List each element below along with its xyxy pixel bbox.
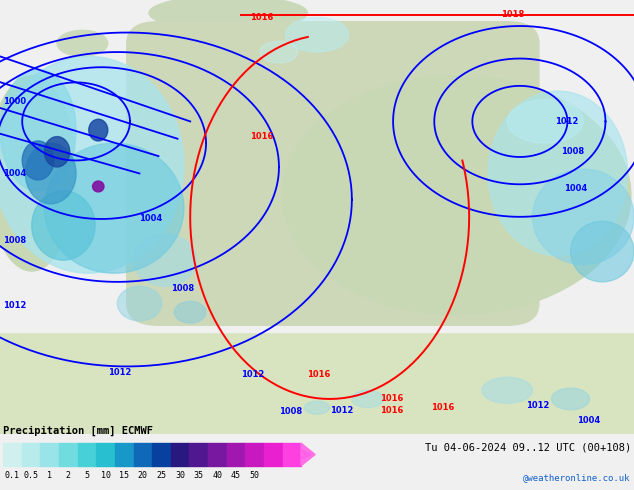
- Text: 5: 5: [84, 471, 89, 480]
- Text: @weatheronline.co.uk: @weatheronline.co.uk: [523, 473, 631, 482]
- Text: 1004: 1004: [139, 214, 163, 223]
- Bar: [227, 442, 245, 466]
- Text: Tu 04-06-2024 09..12 UTC (00+108): Tu 04-06-2024 09..12 UTC (00+108): [425, 443, 631, 453]
- Bar: [77, 442, 96, 466]
- Ellipse shape: [174, 301, 206, 323]
- Text: 0.1: 0.1: [5, 471, 20, 480]
- Bar: [115, 442, 134, 466]
- Text: 1: 1: [47, 471, 52, 480]
- Ellipse shape: [149, 0, 307, 30]
- Bar: [264, 442, 283, 466]
- Bar: [208, 442, 227, 466]
- Text: 0.5: 0.5: [23, 471, 39, 480]
- Ellipse shape: [533, 169, 634, 265]
- Text: 25: 25: [157, 471, 167, 480]
- Text: 1004: 1004: [577, 416, 600, 425]
- Ellipse shape: [352, 390, 384, 408]
- Ellipse shape: [44, 137, 70, 167]
- Ellipse shape: [571, 221, 634, 282]
- Bar: [59, 442, 77, 466]
- Text: 40: 40: [212, 471, 223, 480]
- Text: 1012: 1012: [555, 117, 578, 125]
- Ellipse shape: [260, 41, 298, 63]
- Text: 1016: 1016: [380, 406, 404, 415]
- Ellipse shape: [552, 388, 590, 410]
- Text: 1000: 1000: [3, 97, 26, 106]
- Text: 20: 20: [138, 471, 148, 480]
- Text: 1004: 1004: [3, 169, 27, 178]
- Text: 45: 45: [231, 471, 241, 480]
- Bar: [22, 442, 41, 466]
- Ellipse shape: [93, 181, 104, 192]
- Text: 1004: 1004: [564, 184, 588, 193]
- Bar: [283, 442, 301, 466]
- Ellipse shape: [488, 91, 628, 256]
- Ellipse shape: [0, 76, 76, 271]
- Text: 2: 2: [66, 471, 71, 480]
- Ellipse shape: [117, 286, 162, 321]
- Ellipse shape: [22, 141, 54, 180]
- Ellipse shape: [44, 143, 184, 273]
- Text: 1016: 1016: [307, 370, 331, 379]
- FancyBboxPatch shape: [127, 22, 539, 325]
- FancyArrow shape: [301, 443, 315, 465]
- Ellipse shape: [482, 377, 533, 403]
- Bar: [96, 442, 115, 466]
- Ellipse shape: [0, 56, 184, 273]
- Bar: [152, 442, 171, 466]
- Ellipse shape: [304, 401, 330, 414]
- Text: 15: 15: [119, 471, 129, 480]
- Text: 1008: 1008: [561, 147, 584, 156]
- FancyBboxPatch shape: [0, 334, 634, 438]
- Ellipse shape: [0, 70, 76, 191]
- Text: 1016: 1016: [250, 132, 274, 141]
- Text: Precipitation [mm] ECMWF: Precipitation [mm] ECMWF: [3, 426, 153, 436]
- Bar: [190, 442, 208, 466]
- Ellipse shape: [285, 17, 349, 52]
- Ellipse shape: [89, 119, 108, 141]
- Text: 35: 35: [194, 471, 204, 480]
- Text: 10: 10: [101, 471, 110, 480]
- Ellipse shape: [507, 100, 583, 143]
- Ellipse shape: [282, 76, 631, 315]
- Text: 1012: 1012: [108, 368, 131, 377]
- Text: 30: 30: [175, 471, 185, 480]
- Text: 1008: 1008: [279, 407, 302, 416]
- Text: 50: 50: [250, 471, 259, 480]
- Text: 1018: 1018: [501, 10, 524, 19]
- Text: 1012: 1012: [3, 301, 27, 310]
- Text: 1016: 1016: [380, 394, 404, 403]
- Text: 1008: 1008: [171, 284, 194, 293]
- Ellipse shape: [133, 234, 197, 286]
- Ellipse shape: [32, 191, 95, 260]
- Text: 1012: 1012: [330, 406, 353, 415]
- Bar: [171, 442, 190, 466]
- Text: 1012: 1012: [526, 401, 550, 410]
- Ellipse shape: [57, 30, 108, 56]
- Bar: [41, 442, 59, 466]
- Bar: [245, 442, 264, 466]
- Text: 1016: 1016: [431, 403, 455, 412]
- Bar: [3, 442, 22, 466]
- Text: 1016: 1016: [250, 13, 274, 22]
- Text: 1008: 1008: [3, 236, 26, 245]
- Ellipse shape: [25, 143, 76, 204]
- Text: 1012: 1012: [241, 370, 264, 379]
- Bar: [134, 442, 152, 466]
